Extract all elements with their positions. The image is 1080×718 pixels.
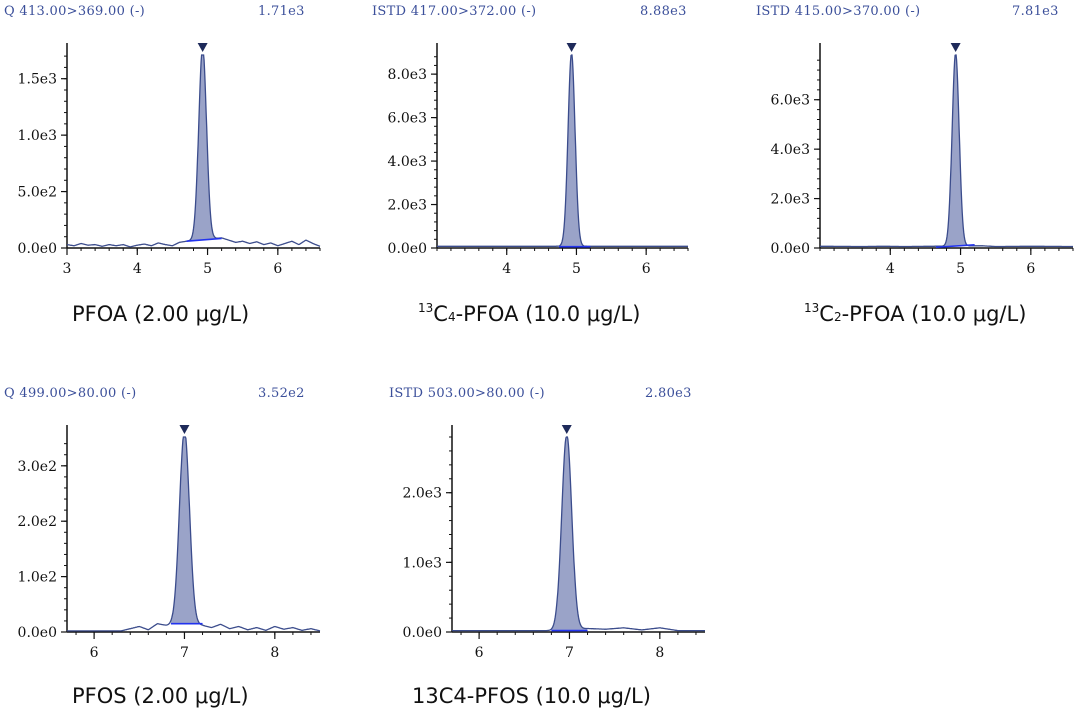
- x-tick-label: 6: [642, 261, 651, 277]
- y-tick-label: 0.0e0: [18, 241, 57, 257]
- y-tick-label: 1.0e2: [18, 570, 57, 586]
- chromatogram-trace: [820, 54, 1073, 248]
- y-tick-label: 1.5e3: [18, 72, 57, 88]
- y-tick-label: 6.0e3: [388, 111, 427, 127]
- integrated-peak-area: [170, 437, 203, 625]
- x-tick-label: 6: [273, 261, 282, 277]
- integrated-peak-area: [935, 55, 975, 248]
- transition-label: Q 499.00>80.00 (-): [4, 386, 137, 401]
- chromatogram-trace: [452, 436, 705, 632]
- integrated-peak-area: [186, 55, 222, 242]
- chromatogram-plot: 0.0e0 1.0e3 2.0e3 6 7 8: [403, 425, 705, 661]
- peak-apex-marker: [197, 43, 208, 52]
- y-tick-label: 0.0e0: [18, 625, 57, 641]
- caption-text-rest: -PFOA (10.0 μg/L): [841, 302, 1027, 326]
- compound-caption: 13C2-PFOA (10.0 μg/L): [804, 301, 1027, 326]
- x-tick-label: 6: [475, 645, 484, 661]
- peak-intensity-label: 8.88e3: [640, 4, 687, 19]
- x-tick-label: 6: [90, 645, 99, 661]
- integration-baseline: [935, 243, 975, 249]
- x-tick-label: 8: [270, 645, 279, 661]
- x-tick-label: 7: [565, 645, 574, 661]
- caption-text: C: [819, 302, 834, 326]
- integration-baseline: [186, 237, 222, 243]
- caption-text: PFOA (2.00 μg/L): [72, 302, 250, 326]
- integrated-peak-area: [551, 437, 588, 631]
- x-tick-label: 3: [63, 261, 72, 277]
- compound-caption: PFOS (2.00 μg/L): [72, 684, 249, 708]
- peak-apex-marker: [179, 425, 190, 434]
- caption-text: 13C4-PFOS (10.0 μg/L): [412, 684, 651, 708]
- integrated-peak-area: [559, 55, 591, 247]
- caption-text: C: [433, 302, 448, 326]
- transition-label: ISTD 415.00>370.00 (-): [756, 4, 921, 19]
- compound-caption: 13C4-PFOS (10.0 μg/L): [412, 684, 651, 708]
- y-tick-label: 2.0e3: [771, 192, 810, 208]
- isotope-subscript: 2: [833, 310, 842, 324]
- y-tick-label: 0.0e0: [771, 241, 810, 257]
- transition-label: ISTD 503.00>80.00 (-): [389, 386, 545, 401]
- peak-apex-marker: [561, 425, 572, 434]
- compound-caption: PFOA (2.00 μg/L): [72, 302, 249, 326]
- y-tick-label: 1.0e3: [18, 128, 57, 144]
- chromatogram-trace: [66, 54, 321, 248]
- peak-intensity-label: 7.81e3: [1012, 4, 1059, 19]
- y-tick-label: 2.0e2: [18, 514, 57, 530]
- y-tick-label: 5.0e2: [18, 185, 57, 201]
- x-tick-label: 6: [1026, 261, 1035, 277]
- peak-intensity-label: 2.80e3: [645, 386, 692, 401]
- chromatogram-plot: 0.0e0 2.0e3 4.0e3 6.0e3 8.0e3 4 5 6: [388, 43, 689, 277]
- x-tick-label: 5: [956, 261, 965, 277]
- isotope-subscript: 4: [447, 310, 456, 324]
- x-tick-label: 5: [203, 261, 212, 277]
- peak-apex-marker: [950, 43, 961, 52]
- chromatogram-trace: [67, 436, 321, 632]
- transition-label: Q 413.00>369.00 (-): [4, 4, 146, 19]
- peak-intensity-label: 1.71e3: [258, 4, 305, 19]
- caption-text-rest: -PFOA (10.0 μg/L): [455, 302, 641, 326]
- y-tick-label: 2.0e3: [388, 198, 427, 214]
- x-tick-label: 8: [655, 645, 664, 661]
- peak-intensity-label: 3.52e2: [258, 386, 305, 401]
- chromatogram-panel-pfoa: Q 413.00>369.00 (-) 1.71e3 0.0e0 5.0e2 1.0…: [0, 0, 330, 340]
- chromatogram-panel-13c2-pfoa: ISTD 415.00>370.00 (-) 7.81e3 0.0e0 2.0e3…: [0, 0, 1080, 340]
- peak-apex-marker: [566, 43, 577, 52]
- chromatogram-panel-13c4-pfoa: ISTD 417.00>372.00 (-) 8.88e3 0.0e0 2.0e3…: [0, 0, 720, 340]
- isotope-superscript: 13: [804, 301, 820, 315]
- x-tick-label: 4: [886, 261, 895, 277]
- x-tick-label: 7: [180, 645, 189, 661]
- y-tick-label: 4.0e3: [771, 142, 810, 158]
- y-tick-label: 2.0e3: [403, 486, 442, 502]
- compound-caption: 13C4-PFOA (10.0 μg/L): [418, 301, 641, 326]
- chromatogram-plot: 0.0e0 1.0e2 2.0e2 3.0e2 6 7 8: [18, 425, 321, 661]
- y-tick-label: 0.0e0: [388, 241, 427, 257]
- chromatogram-plot: 0.0e0 5.0e2 1.0e3 1.5e3 3 4 5 6: [18, 43, 321, 277]
- x-tick-label: 5: [572, 261, 581, 277]
- caption-text: PFOS (2.00 μg/L): [72, 684, 249, 708]
- x-tick-label: 4: [502, 261, 511, 277]
- chromatogram-trace: [437, 54, 688, 247]
- isotope-superscript: 13: [418, 301, 434, 315]
- y-tick-label: 8.0e3: [388, 67, 427, 83]
- y-tick-label: 1.0e3: [403, 555, 442, 571]
- transition-label: ISTD 417.00>372.00 (-): [372, 4, 537, 19]
- chromatogram-plot: 0.0e0 2.0e3 4.0e3 6.0e3 4 5 6: [771, 43, 1074, 277]
- y-tick-label: 3.0e2: [18, 459, 57, 475]
- y-tick-label: 6.0e3: [771, 93, 810, 109]
- chromatogram-panel-13c4-pfos: ISTD 503.00>80.00 (-) 2.80e3 0.0e0 1.0e3 2…: [389, 386, 705, 708]
- y-tick-label: 0.0e0: [403, 625, 442, 641]
- x-tick-label: 4: [133, 261, 142, 277]
- chromatogram-panel-pfos: Q 499.00>80.00 (-) 3.52e2 0.0e0 1.0e2 2.0e…: [0, 0, 330, 718]
- y-tick-label: 4.0e3: [388, 154, 427, 170]
